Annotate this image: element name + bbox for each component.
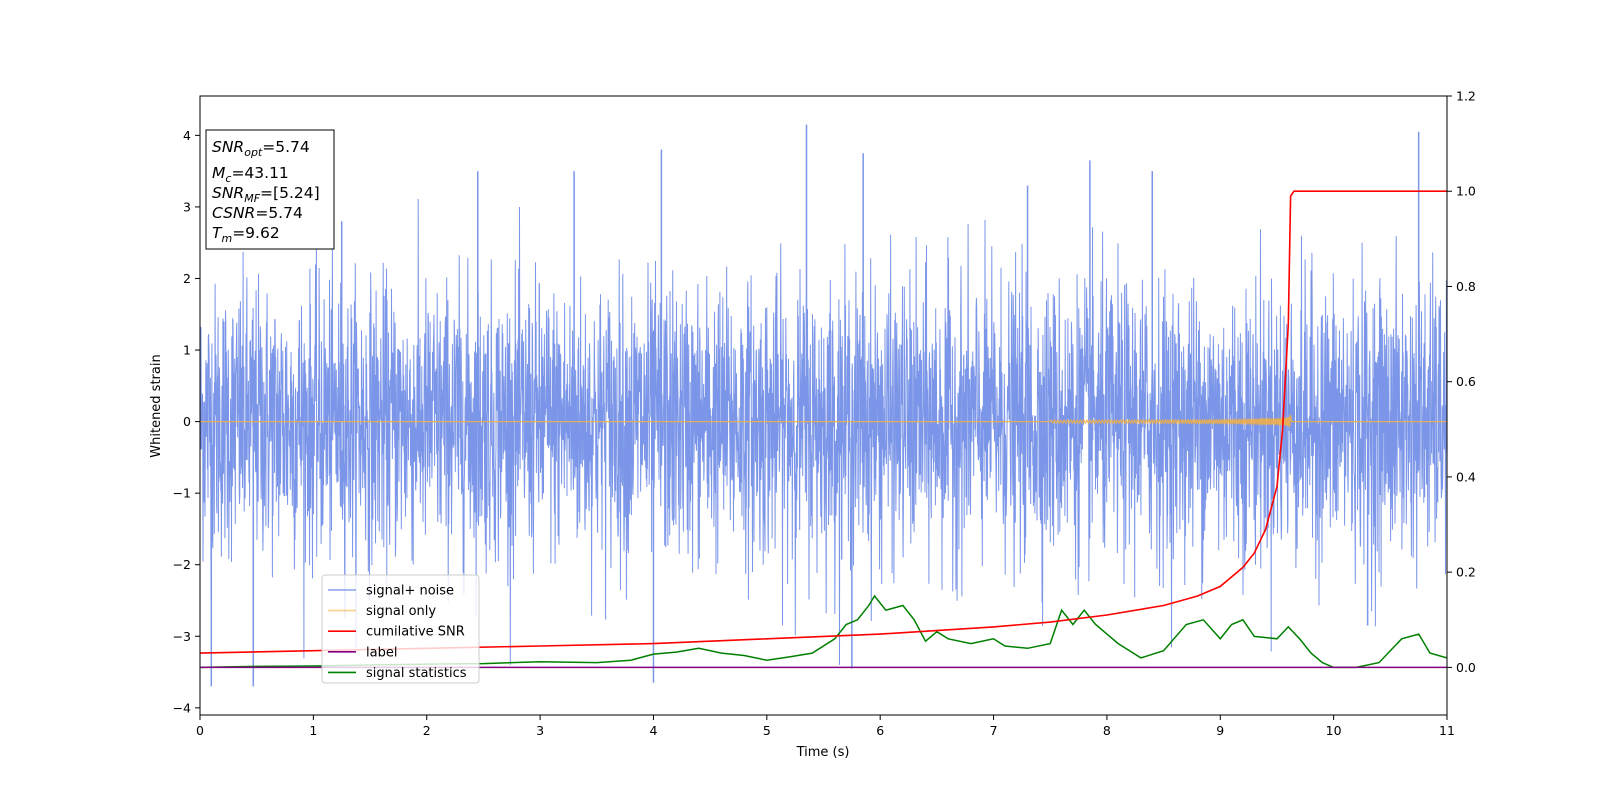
y-right-tick-label: 0.8	[1456, 279, 1476, 294]
info-tm: Tm=9.62	[212, 224, 280, 245]
x-tick-label: 10	[1326, 723, 1342, 738]
legend-signal-only: signal only	[366, 604, 436, 619]
info-box: SNRopt=5.74 Mc=43.11 SNRMF=[5.24] CSNR=5…	[205, 129, 335, 250]
y-right-tick-label: 0.6	[1456, 374, 1476, 389]
y-tick-label: 0	[183, 414, 191, 429]
x-tick-label: 9	[1216, 723, 1224, 738]
legend-frame	[321, 574, 480, 684]
series-cumulative-snr	[200, 190, 1447, 654]
x-tick-label: 3	[536, 723, 544, 738]
series-signal-statistics	[200, 594, 1447, 669]
x-tick-label: 6	[876, 723, 884, 738]
x-tick-label: 4	[649, 723, 657, 738]
y-tick-label: −4	[173, 700, 191, 715]
y-axis-right: 0.0 0.2 0.4 0.6 0.8 1.0 1.2	[1447, 89, 1476, 675]
info-snr-mf: SNRMF=[5.24]	[212, 184, 320, 205]
legend-cumulative-snr: cumilative SNR	[366, 625, 465, 640]
info-box-frame	[205, 129, 335, 250]
y-tick-label: 1	[183, 343, 191, 358]
x-tick-label: 11	[1439, 723, 1455, 738]
x-tick-label: 2	[423, 723, 431, 738]
info-mc: Mc=43.11	[212, 164, 289, 185]
series-signal-only	[200, 414, 1447, 428]
y-tick-label: −1	[173, 486, 191, 501]
legend: signal+ noise signal only cumilative SNR la…	[321, 574, 480, 684]
x-axis: 0 1 2 3 4 5 6 7 8 9 10 11	[196, 715, 1455, 738]
y-right-tick-label: 1.2	[1456, 89, 1476, 104]
y-tick-label: 3	[183, 199, 191, 214]
legend-label: label	[366, 645, 397, 660]
y-tick-label: −3	[173, 629, 191, 644]
y-right-tick-label: 0.2	[1456, 565, 1476, 580]
x-tick-label: 0	[196, 723, 204, 738]
info-snr-opt: SNRopt=5.74	[212, 138, 310, 159]
y-right-tick-label: 1.0	[1456, 184, 1476, 199]
axes-frame	[199, 95, 1448, 716]
legend-signal-noise: signal+ noise	[366, 584, 454, 599]
x-tick-label: 5	[763, 723, 771, 738]
x-axis-label: Time (s)	[796, 745, 850, 760]
legend-signal-statistics: signal statistics	[366, 666, 467, 681]
y-right-tick-label: 0.4	[1456, 469, 1476, 484]
y-axis-left: −4 −3 −2 −1 0 1 2 3 4	[173, 128, 200, 715]
x-tick-label: 7	[990, 723, 998, 738]
y-axis-label: Whitened strain	[149, 354, 164, 457]
y-tick-label: −2	[173, 557, 191, 572]
x-tick-label: 1	[309, 723, 317, 738]
y-tick-label: 2	[183, 271, 191, 286]
x-tick-label: 8	[1103, 723, 1111, 738]
y-tick-label: 4	[183, 128, 191, 143]
y-right-tick-label: 0.0	[1456, 660, 1476, 675]
info-csnr: CSNR=5.74	[212, 204, 303, 222]
